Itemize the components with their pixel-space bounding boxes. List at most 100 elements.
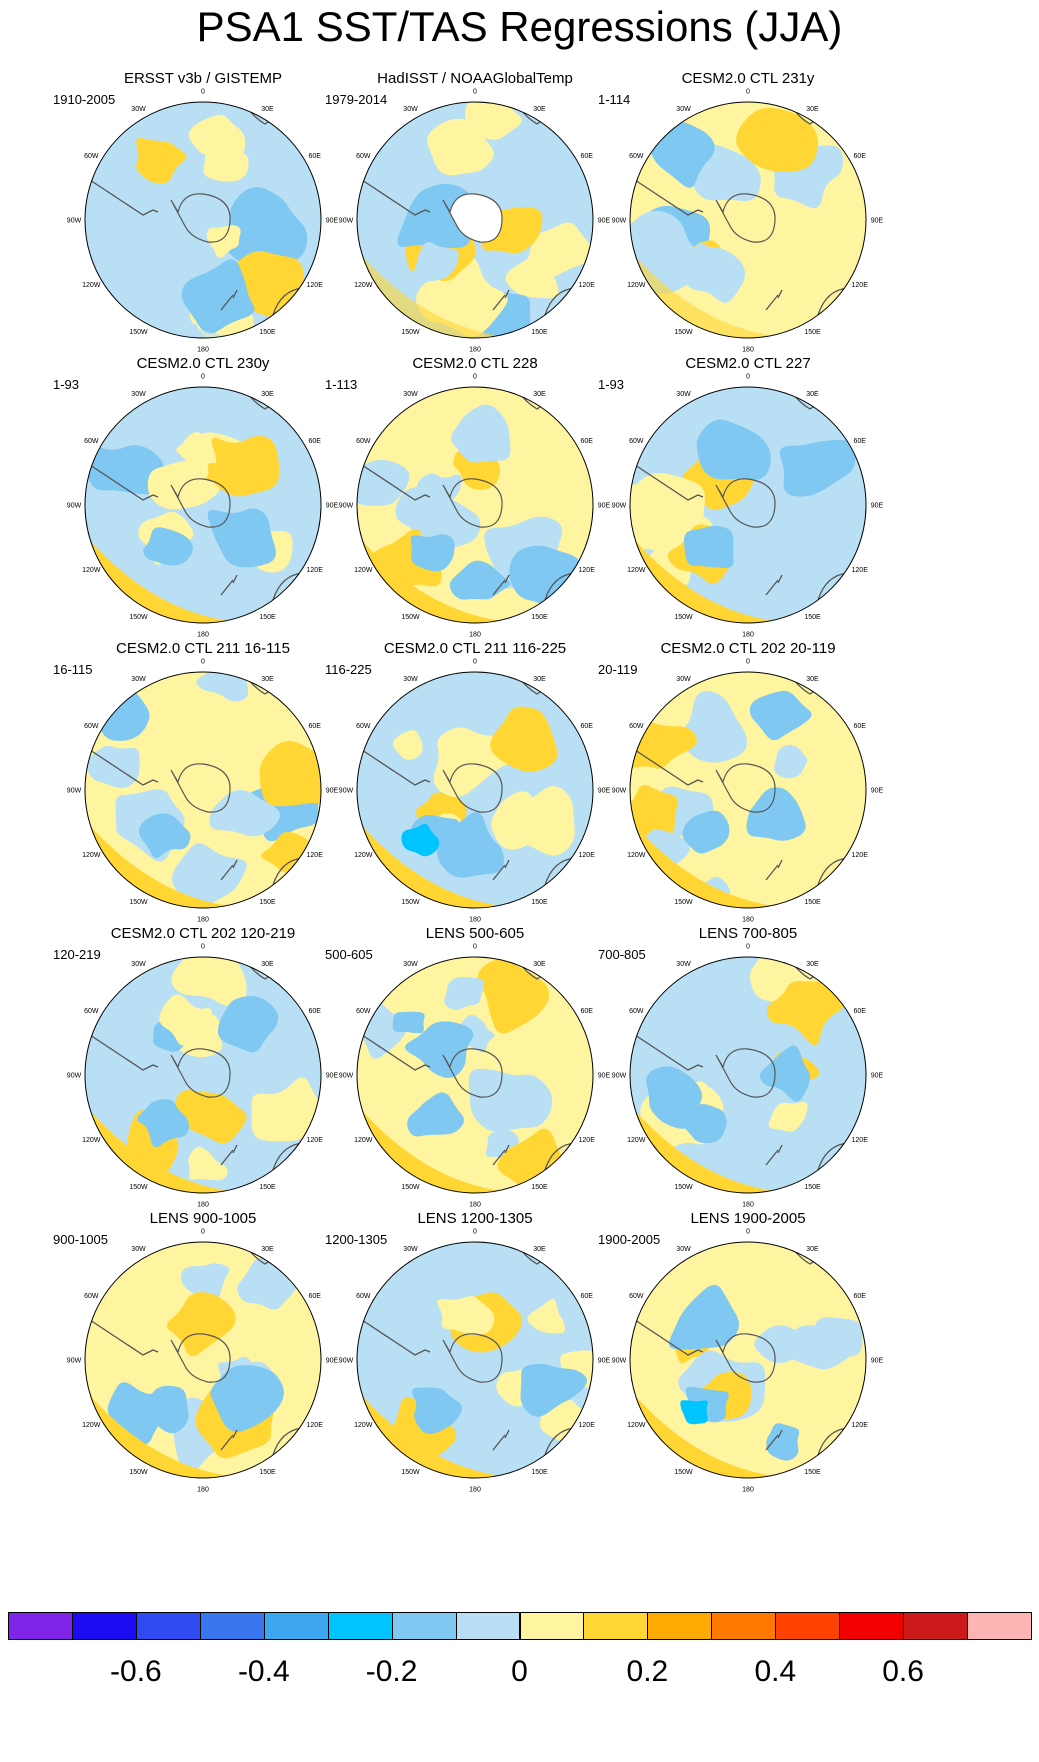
longitude-label: 150E — [531, 899, 548, 906]
figure-title: PSA1 SST/TAS Regressions (JJA) — [196, 3, 843, 50]
panel-period: 1-93 — [53, 377, 80, 392]
longitude-label: 180 — [469, 347, 481, 354]
map-border — [84, 956, 322, 1194]
antarctica-coastline — [715, 193, 776, 243]
longitude-label: 60W — [84, 438, 99, 445]
colorbar-swatch — [967, 1612, 1032, 1640]
cool-anomaly-region — [137, 1099, 189, 1148]
polar-map: 0 30E 60E 90E 120E 150E 180 150W 120W 90W 60W 30W — [339, 659, 611, 924]
longitude-label: 30E — [533, 391, 546, 398]
anomaly-region — [779, 439, 856, 497]
anomaly-region — [226, 187, 308, 268]
longitude-label: 0 — [746, 89, 750, 96]
map-border — [629, 956, 867, 1194]
cool-anomaly-region — [680, 1103, 727, 1144]
longitude-label: 60E — [308, 153, 321, 160]
panel-title: CESM2.0 CTL 227 — [685, 355, 811, 372]
longitude-label: 60W — [84, 153, 99, 160]
map-border — [356, 101, 594, 339]
new-zealand-coastline — [220, 1429, 238, 1451]
anomaly-region — [188, 1146, 228, 1181]
longitude-label: 60W — [629, 438, 644, 445]
map-border — [84, 386, 322, 624]
longitude-label: 90E — [598, 1073, 611, 1080]
longitude-label: 120W — [627, 1137, 646, 1144]
anomaly-region — [746, 787, 806, 841]
antarctica-coastline — [715, 763, 776, 813]
longitude-label: 150W — [674, 899, 693, 906]
longitude-label: 60E — [580, 153, 593, 160]
new-zealand-coastline — [220, 574, 238, 596]
map-border — [356, 956, 594, 1194]
longitude-label: 150W — [401, 329, 420, 336]
anomaly-region — [437, 1296, 495, 1336]
cool-anomaly-region — [411, 242, 459, 283]
new-zealand-coastline — [765, 574, 783, 596]
longitude-label: 150W — [401, 1469, 420, 1476]
antarctica-coastline — [442, 1048, 503, 1098]
anomaly-region — [207, 508, 276, 568]
longitude-label: 120E — [579, 567, 596, 574]
longitude-label: 120E — [579, 1422, 596, 1429]
panel-title: LENS 900-1005 — [149, 1210, 257, 1227]
polar-map: 0 30E 60E 90E 120E 150E 180 150W 120W 90W 60W 30W — [339, 1229, 611, 1494]
longitude-label: 30W — [403, 391, 418, 398]
map-panel: 0 30E 60E 90E 120E 150E 180 150W 120W 90W 60W 30W CE… — [578, 70, 918, 400]
map-panel: 0 30E 60E 90E 120E 150E 180 150W 120W 90W 60W 30W LE… — [578, 925, 918, 1255]
panel-period: 16-115 — [53, 662, 93, 677]
map-border — [84, 1241, 322, 1479]
map-panel: 0 30E 60E 90E 120E 150E 180 150W 120W 90W 60W 30W CE… — [305, 640, 645, 970]
colorbar-tick-label: -0.4 — [237, 1655, 290, 1688]
anomaly-region — [490, 706, 558, 772]
colorbar-swatch — [455, 1612, 521, 1640]
polar-map: 0 30E 60E 90E 120E 150E 180 150W 120W 90W 60W 30W — [612, 659, 884, 924]
anomaly-region — [210, 1365, 284, 1432]
longitude-label: 150W — [129, 1184, 148, 1191]
anomaly-region — [209, 789, 281, 837]
colorbar-swatch — [711, 1612, 777, 1640]
polar-map: 0 30E 60E 90E 120E 150E 180 150W 120W 90W 60W 30W — [612, 374, 884, 639]
colorbar-tick-label: 0.2 — [626, 1655, 669, 1688]
panel-title: ERSST v3b / GISTEMP — [123, 70, 283, 87]
anomaly-region — [451, 404, 511, 463]
anomaly-region — [180, 1263, 230, 1303]
antarctica-coastline — [170, 478, 231, 528]
longitude-label: 90E — [871, 218, 884, 225]
anomaly-region — [175, 1090, 247, 1144]
longitude-label: 30E — [533, 676, 546, 683]
colorbar-tick-label: -0.6 — [110, 1655, 162, 1688]
longitude-label: 0 — [201, 659, 205, 666]
longitude-label: 120E — [579, 852, 596, 859]
panel-title: CESM2.0 CTL 231y — [681, 70, 815, 87]
anomaly-region — [774, 744, 808, 779]
longitude-label: 30W — [676, 106, 691, 113]
anomaly-region — [172, 843, 247, 907]
longitude-label: 120W — [627, 567, 646, 574]
polar-map: 0 30E 60E 90E 120E 150E 180 150W 120W 90W 60W 30W — [339, 374, 611, 639]
longitude-label: 30E — [806, 391, 819, 398]
longitude-label: 180 — [197, 347, 209, 354]
longitude-label: 60E — [853, 1008, 866, 1015]
anomaly-region — [766, 1423, 800, 1461]
polar-map: 0 30E 60E 90E 120E 150E 180 150W 120W 90W 60W 30W — [67, 944, 339, 1209]
longitude-label: 60W — [629, 723, 644, 730]
longitude-label: 120E — [579, 282, 596, 289]
longitude-label: 0 — [473, 659, 477, 666]
anomaly-region — [392, 1011, 425, 1034]
new-zealand-coastline — [765, 289, 783, 311]
anomaly-region — [251, 1077, 321, 1142]
longitude-label: 180 — [742, 1202, 754, 1209]
longitude-label: 90E — [598, 1358, 611, 1365]
longitude-label: 30W — [131, 391, 146, 398]
antarctica-coastline — [715, 478, 776, 528]
panel-title: CESM2.0 CTL 202 20-119 — [660, 640, 836, 657]
longitude-label: 60W — [356, 153, 371, 160]
longitude-label: 60E — [853, 723, 866, 730]
longitude-label: 150E — [804, 1469, 821, 1476]
longitude-label: 150W — [401, 899, 420, 906]
longitude-label: 60W — [356, 1293, 371, 1300]
panel-period: 1-93 — [598, 377, 625, 392]
longitude-label: 30E — [533, 1246, 546, 1253]
map-panel: 0 30E 60E 90E 120E 150E 180 150W 120W 90W 60W 30W CE… — [578, 640, 918, 970]
longitude-label: 60W — [356, 1008, 371, 1015]
